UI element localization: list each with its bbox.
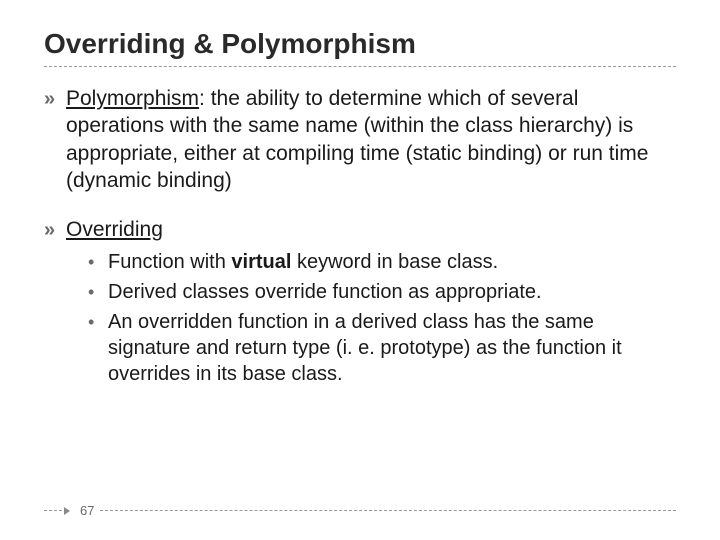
slide-title: Overriding & Polymorphism	[44, 28, 676, 60]
sub-body: An overridden function in a derived clas…	[108, 309, 676, 387]
sub-item: • An overridden function in a derived cl…	[88, 309, 676, 387]
sub-bullet-icon: •	[88, 249, 108, 275]
bullet-body: Polymorphism: the ability to determine w…	[66, 85, 676, 194]
footer-dash-left	[44, 510, 62, 511]
bullet-body: Overriding • Function with virtual keywo…	[66, 216, 676, 391]
page-number: 67	[80, 503, 94, 518]
sub-body: Derived classes override function as app…	[108, 279, 676, 305]
sub-text-bold: virtual	[231, 251, 291, 273]
sub-item: • Derived classes override function as a…	[88, 279, 676, 305]
slide: Overriding & Polymorphism » Polymorphism…	[0, 0, 720, 540]
sub-bullet-icon: •	[88, 279, 108, 305]
bullet-overriding: » Overriding • Function with virtual key…	[44, 216, 676, 391]
footer-arrow-icon	[64, 507, 70, 515]
bullet-glyph-icon: »	[44, 85, 66, 113]
term-overriding: Overriding	[66, 218, 163, 241]
sub-item: • Function with virtual keyword in base …	[88, 249, 676, 275]
bullet-polymorphism: » Polymorphism: the ability to determine…	[44, 85, 676, 194]
sub-list: • Function with virtual keyword in base …	[88, 249, 676, 387]
sub-bullet-icon: •	[88, 309, 108, 335]
sub-body: Function with virtual keyword in base cl…	[108, 249, 676, 275]
footer-dash-right	[100, 510, 676, 511]
term-polymorphism: Polymorphism	[66, 87, 199, 110]
footer: 67	[44, 503, 676, 518]
title-divider	[44, 66, 676, 67]
bullet-glyph-icon: »	[44, 216, 66, 244]
sub-text-post: keyword in base class.	[291, 251, 498, 273]
sub-text-pre: Function with	[108, 251, 231, 273]
